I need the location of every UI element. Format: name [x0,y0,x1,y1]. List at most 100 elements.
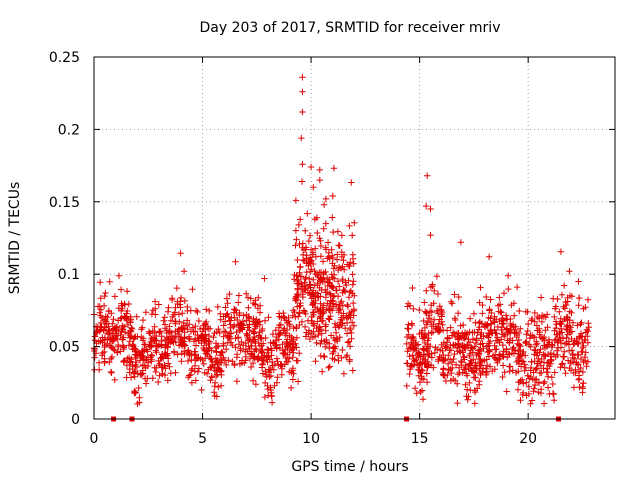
data-point [137,351,145,358]
data-point [335,264,343,271]
data-point [332,301,340,308]
data-point [317,237,324,244]
data-point [277,329,284,336]
y-tick-labels: 0 0.05 0.1 0.15 0.2 0.25 [49,50,80,428]
data-point [252,381,260,388]
data-point [340,257,347,264]
data-point [557,337,564,344]
data-point [415,366,422,373]
data-point [561,282,568,289]
data-point [487,320,495,327]
data-point [495,308,502,315]
data-point [232,335,239,342]
data-point [455,293,462,301]
data-point [194,331,201,339]
data-point [320,225,327,232]
data-point [102,313,109,320]
data-point [120,323,128,330]
data-point [343,319,351,327]
data-point [574,351,581,358]
data-point [96,309,103,316]
data-point [166,363,173,370]
data-point [213,348,220,355]
data-point [138,371,145,378]
data-point [326,316,333,323]
data-point [255,339,262,347]
data-point [189,365,196,372]
data-point [461,333,468,340]
data-point [339,263,346,270]
data-point [563,301,570,309]
data-point [132,348,139,355]
data-point [301,279,308,286]
data-point [415,350,422,358]
data-point [543,368,550,376]
data-point [469,368,476,375]
data-point [524,372,531,379]
data-point [409,352,416,359]
data-point [537,386,545,393]
data-point [349,251,356,258]
data-point [173,284,181,292]
data-point [327,332,335,339]
data-point [575,278,582,285]
data-point [211,329,218,337]
data-point [478,329,485,336]
data-point [207,377,214,384]
data-point [439,369,446,377]
data-point [273,333,280,341]
data-point [317,340,324,348]
data-point [218,359,225,367]
data-point [121,313,128,320]
data-point [304,210,311,217]
data-point [462,381,469,388]
data-point [181,297,188,305]
data-point [274,374,281,381]
data-point [349,281,356,288]
data-point [440,351,447,359]
data-point [407,344,414,351]
data-point [515,342,523,349]
data-point [486,363,494,370]
data-point [427,231,434,239]
data-point [265,346,272,354]
data-point [246,327,253,334]
data-point [483,356,490,363]
data-point [419,355,427,363]
data-point [510,300,518,307]
data-point [339,277,346,285]
data-point [563,339,570,347]
data-point [544,351,552,358]
data-point [294,357,301,364]
data-point [316,176,323,184]
data-point [220,340,227,347]
data-point [245,324,252,331]
data-point [491,342,498,349]
data-point [573,359,580,366]
data-point [558,361,565,368]
data-point [318,337,325,344]
data-point [481,324,489,331]
data-point [278,371,285,378]
data-point [450,355,457,363]
data-point [530,388,537,395]
data-point [585,320,592,327]
data-point [337,299,344,307]
data-point [117,348,124,355]
data-point [403,382,410,390]
data-point [283,326,291,334]
data-point [260,357,267,364]
data-point [231,360,238,368]
data-point [294,280,301,287]
data-point [466,315,474,322]
data-point [423,379,431,386]
data-point [127,317,134,325]
data-point [308,330,315,337]
data-point [506,368,513,375]
data-point [136,357,144,364]
data-point [294,286,302,293]
data-point [496,294,503,301]
data-point [306,268,314,275]
data-point [479,301,486,309]
